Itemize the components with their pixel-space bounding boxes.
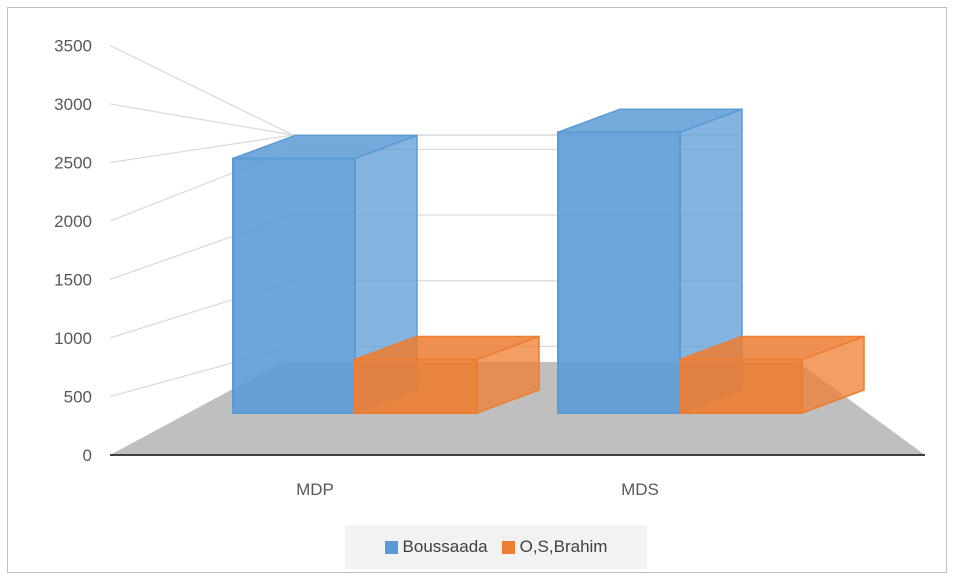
- axis-layer: 0 500 1000 1500 2000 2500 3000 3500 MDP MDS: [54, 37, 925, 499]
- bar-mds-boussaada: [557, 108, 743, 415]
- y-tick-label: 1500: [54, 271, 92, 290]
- legend-item-os-brahim: O,S,Brahim: [501, 537, 608, 557]
- legend: Boussaada O,S,Brahim: [345, 525, 647, 569]
- legend-item-boussaada: Boussaada: [384, 537, 488, 557]
- chart-frame: [7, 7, 947, 573]
- legend-label-boussaada: Boussaada: [402, 537, 488, 556]
- bar-mds-osbrahim: [679, 335, 865, 415]
- legend-swatch-boussaada: [384, 540, 398, 554]
- bars-layer: [232, 108, 865, 415]
- x-tick-label: MDS: [621, 480, 659, 499]
- gridline-side: [109, 134, 294, 164]
- x-tick-label: MDP: [296, 480, 334, 499]
- y-tick-label: 1000: [54, 329, 92, 348]
- bar-mdp-boussaada: [232, 134, 418, 415]
- y-tick-label: 2500: [54, 154, 92, 173]
- bar-front-face: [232, 157, 356, 414]
- gridline-side: [109, 44, 294, 136]
- bar-front-face: [679, 358, 803, 414]
- legend-swatch-os-brahim: [501, 540, 515, 554]
- y-tick-label: 2000: [54, 212, 92, 231]
- y-tick-label: 3000: [54, 95, 92, 114]
- y-tick-label: 500: [64, 388, 92, 407]
- y-tick-label: 3500: [54, 37, 92, 56]
- bar-mdp-osbrahim: [354, 335, 540, 415]
- legend-label-os-brahim: O,S,Brahim: [519, 537, 608, 556]
- bar-front-face: [354, 358, 478, 414]
- gridline-side: [109, 103, 294, 136]
- bar-front-face: [557, 131, 681, 414]
- y-tick-label: 0: [83, 446, 92, 465]
